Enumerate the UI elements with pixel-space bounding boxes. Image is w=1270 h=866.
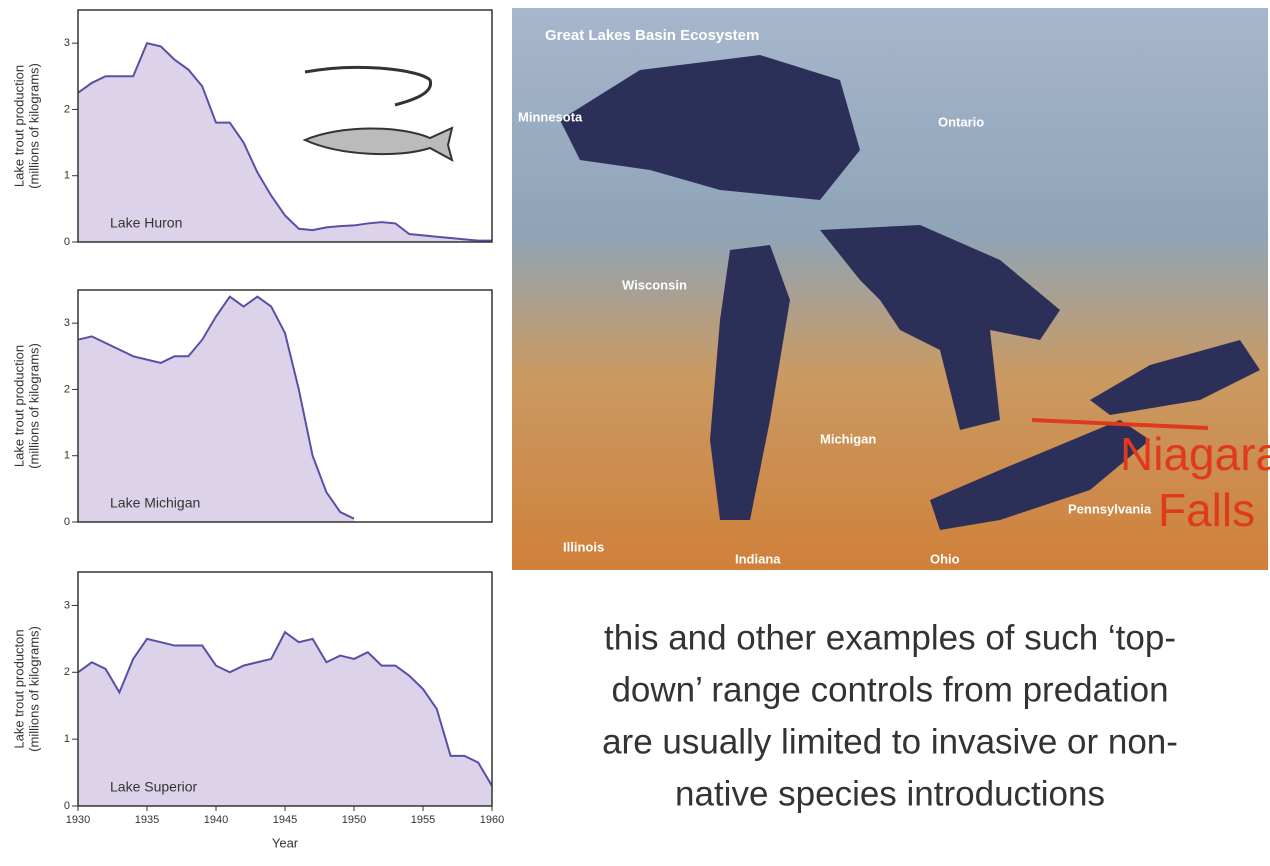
map-label: Illinois [563, 539, 604, 554]
y-axis-label: (millions of kilograms) [26, 63, 41, 189]
lamprey [305, 67, 431, 105]
x-tick-label: 1935 [135, 814, 159, 826]
map-label: Ontario [938, 114, 984, 129]
map-label: Pennsylvania [1068, 501, 1152, 516]
caption-line: this and other examples of such ‘top- [604, 618, 1176, 657]
map-label: Wisconsin [622, 277, 687, 292]
page: 0123Lake trout production(millions of ki… [0, 0, 1270, 866]
callout: Falls [1158, 484, 1255, 536]
map-label: Ohio [930, 551, 960, 566]
x-tick-label: 1955 [411, 814, 435, 826]
y-tick-label: 0 [64, 516, 70, 528]
x-tick-label: 1940 [204, 814, 228, 826]
y-axis-label: (millions of kilograms) [26, 626, 41, 752]
caption-line: are usually limited to invasive or non- [602, 722, 1178, 761]
area-fill [78, 297, 354, 522]
lake-name: Lake Superior [110, 779, 198, 795]
map-title: Great Lakes Basin Ecosystem [545, 27, 759, 44]
y-tick-label: 1 [64, 450, 70, 462]
map-label: Minnesota [518, 109, 583, 124]
y-axis-label: Lake trout producton [11, 629, 26, 748]
y-tick-label: 0 [64, 800, 70, 812]
y-tick-label: 3 [64, 317, 70, 329]
x-axis-label: Year [272, 835, 299, 850]
caption-line: native species introductions [675, 774, 1105, 813]
fish-illustration [305, 67, 452, 160]
y-axis-label: Lake trout production [11, 345, 26, 467]
y-tick-label: 0 [64, 236, 70, 248]
y-axis-label: (millions of kilograms) [26, 343, 41, 469]
trout [305, 128, 452, 160]
x-tick-label: 1945 [273, 814, 297, 826]
callout: Niagara [1120, 428, 1270, 480]
y-tick-label: 1 [64, 170, 70, 182]
x-tick-label: 1950 [342, 814, 366, 826]
map-label: Indiana [735, 551, 781, 566]
y-tick-label: 3 [64, 599, 70, 611]
slide: 0123Lake trout production(millions of ki… [0, 0, 1270, 861]
x-tick-label: 1930 [66, 814, 90, 826]
lake-name: Lake Michigan [110, 495, 200, 511]
y-tick-label: 2 [64, 383, 70, 395]
y-tick-label: 1 [64, 733, 70, 745]
map-label: Michigan [820, 431, 876, 446]
y-axis-label: Lake trout production [11, 65, 26, 187]
lake-name: Lake Huron [110, 215, 182, 231]
x-tick-label: 1960 [480, 814, 504, 826]
y-tick-label: 3 [64, 37, 70, 49]
caption-line: down’ range controls from predation [611, 670, 1168, 709]
y-tick-label: 2 [64, 103, 70, 115]
y-tick-label: 2 [64, 666, 70, 678]
